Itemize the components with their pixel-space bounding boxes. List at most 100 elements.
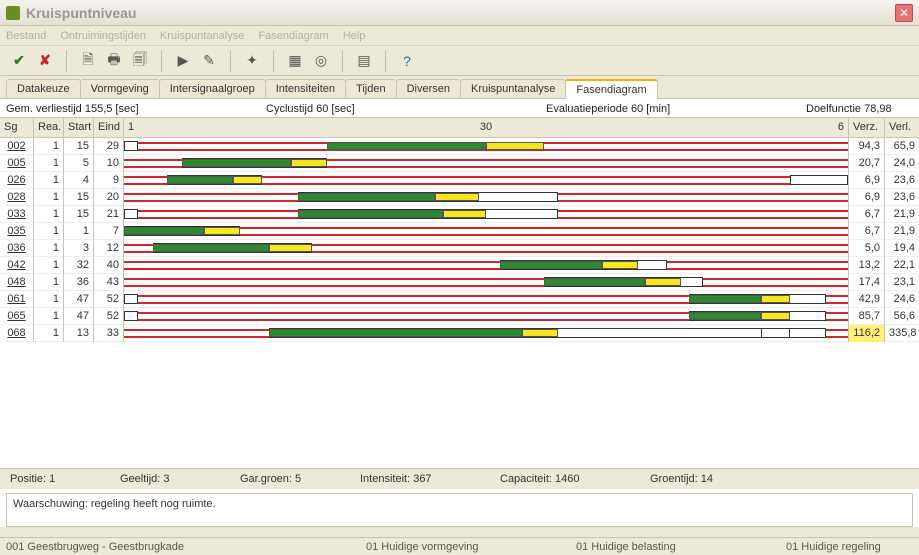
- phase-segment-green: [124, 227, 204, 235]
- cell-eind: 21: [94, 206, 124, 223]
- cell-timeline[interactable]: [124, 172, 849, 189]
- close-icon[interactable]: ✕: [895, 4, 913, 22]
- table-row[interactable]: 03613125,019,4: [0, 240, 919, 257]
- phase-segment-green: [167, 176, 232, 184]
- cell-sg[interactable]: 061: [0, 291, 34, 308]
- table-row[interactable]: 0611475242,924,6: [0, 291, 919, 308]
- cell-start: 47: [64, 308, 94, 325]
- cell-timeline[interactable]: [124, 291, 849, 308]
- phase-segment-yellow: [522, 329, 558, 337]
- target-icon[interactable]: ◎: [310, 50, 332, 72]
- phase-segment-yellow: [602, 261, 638, 269]
- status-loc: 001 Geestbrugweg - Geestbrugkade: [6, 541, 366, 553]
- copy-icon[interactable]: 🗐: [129, 50, 151, 72]
- cell-eind: 40: [94, 257, 124, 274]
- timeline-tick-min: 1: [128, 120, 134, 135]
- cell-timeline[interactable]: [124, 138, 849, 155]
- table-row[interactable]: 0351176,721,9: [0, 223, 919, 240]
- new-icon[interactable]: 🗎: [77, 50, 99, 72]
- cell-rea: 1: [34, 325, 64, 342]
- cell-timeline[interactable]: [124, 240, 849, 257]
- col-rea: Rea.: [34, 118, 64, 137]
- cell-sg[interactable]: 033: [0, 206, 34, 223]
- tab-intersignaalgroep[interactable]: Intersignaalgroep: [159, 79, 266, 98]
- help-icon[interactable]: ?: [396, 50, 418, 72]
- tab-kruispuntanalyse[interactable]: Kruispuntanalyse: [460, 79, 566, 98]
- cell-sg[interactable]: 068: [0, 325, 34, 342]
- table-row[interactable]: 0421324013,222,1: [0, 257, 919, 274]
- cell-verz: 6,9: [849, 172, 885, 189]
- separator: [273, 50, 274, 72]
- phase-segment-green: [298, 210, 443, 218]
- cell-verl: 21,9: [885, 206, 919, 223]
- cell-timeline[interactable]: [124, 206, 849, 223]
- cell-timeline[interactable]: [124, 223, 849, 240]
- chart-icon[interactable]: ▦: [284, 50, 306, 72]
- cell-rea: 1: [34, 223, 64, 240]
- info-geeltijd: Geeltijd: 3: [114, 471, 234, 487]
- cell-verz: 116,2: [849, 325, 885, 342]
- cell-rea: 1: [34, 189, 64, 206]
- phase-segment-green: [182, 159, 291, 167]
- calc-icon[interactable]: ▤: [353, 50, 375, 72]
- cell-timeline[interactable]: [124, 155, 849, 172]
- table-row[interactable]: 06811333116,2335,8: [0, 325, 919, 342]
- cell-verz: 6,7: [849, 223, 885, 240]
- cell-sg[interactable]: 035: [0, 223, 34, 240]
- cell-verz: 6,7: [849, 206, 885, 223]
- table-row[interactable]: 028115206,923,6: [0, 189, 919, 206]
- accept-icon[interactable]: ✔: [8, 50, 30, 72]
- tab-intensiteiten[interactable]: Intensiteiten: [265, 79, 346, 98]
- cell-timeline[interactable]: [124, 257, 849, 274]
- phase-segment-green: [153, 244, 269, 252]
- info-bar: Positie: 1 Geeltijd: 3 Gar.groen: 5 Inte…: [0, 468, 919, 489]
- cancel-icon[interactable]: ✘: [34, 50, 56, 72]
- cell-sg[interactable]: 036: [0, 240, 34, 257]
- run-icon[interactable]: ▶: [172, 50, 194, 72]
- cell-sg[interactable]: 065: [0, 308, 34, 325]
- cell-rea: 1: [34, 257, 64, 274]
- cell-sg[interactable]: 026: [0, 172, 34, 189]
- table-row[interactable]: 005151020,724,0: [0, 155, 919, 172]
- table-row[interactable]: 0651475285,756,6: [0, 308, 919, 325]
- cell-sg[interactable]: 002: [0, 138, 34, 155]
- col-timeline: 1 30 6: [124, 118, 849, 137]
- print-icon[interactable]: 🖶: [103, 50, 125, 72]
- cell-rea: 1: [34, 274, 64, 291]
- cell-sg[interactable]: 048: [0, 274, 34, 291]
- app-icon: [6, 6, 20, 20]
- tab-vormgeving[interactable]: Vormgeving: [80, 79, 160, 98]
- menu-ontruimingstijden[interactable]: Ontruimingstijden: [60, 30, 146, 42]
- tab-tijden[interactable]: Tijden: [345, 79, 397, 98]
- cell-verl: 22,1: [885, 257, 919, 274]
- edit-icon[interactable]: ✎: [198, 50, 220, 72]
- menu-help[interactable]: Help: [343, 30, 366, 42]
- cell-timeline[interactable]: [124, 325, 849, 342]
- tools-icon[interactable]: ✦: [241, 50, 263, 72]
- cell-sg[interactable]: 042: [0, 257, 34, 274]
- col-eind: Eind: [94, 118, 124, 137]
- phase-segment-out: [124, 209, 138, 219]
- tab-diversen[interactable]: Diversen: [396, 79, 461, 98]
- menu-fasendiagram[interactable]: Fasendiagram: [258, 30, 328, 42]
- cell-timeline[interactable]: [124, 189, 849, 206]
- table-row[interactable]: 033115216,721,9: [0, 206, 919, 223]
- table-row[interactable]: 0261496,923,6: [0, 172, 919, 189]
- cell-rea: 1: [34, 172, 64, 189]
- warning-box: Waarschuwing: regeling heeft nog ruimte.: [6, 493, 913, 527]
- info-groentijd: Groentijd: 14: [644, 471, 719, 487]
- table-row[interactable]: 0481364317,423,1: [0, 274, 919, 291]
- cell-eind: 43: [94, 274, 124, 291]
- cell-timeline[interactable]: [124, 308, 849, 325]
- cell-eind: 10: [94, 155, 124, 172]
- cell-timeline[interactable]: [124, 274, 849, 291]
- cell-sg[interactable]: 028: [0, 189, 34, 206]
- tab-datakeuze[interactable]: Datakeuze: [6, 79, 81, 98]
- cell-eind: 52: [94, 308, 124, 325]
- phase-segment-out: [124, 294, 138, 304]
- menu-kruispuntanalyse[interactable]: Kruispuntanalyse: [160, 30, 244, 42]
- menu-bestand[interactable]: Bestand: [6, 30, 46, 42]
- cell-sg[interactable]: 005: [0, 155, 34, 172]
- table-row[interactable]: 0021152994,365,9: [0, 138, 919, 155]
- tab-fasendiagram[interactable]: Fasendiagram: [565, 79, 657, 99]
